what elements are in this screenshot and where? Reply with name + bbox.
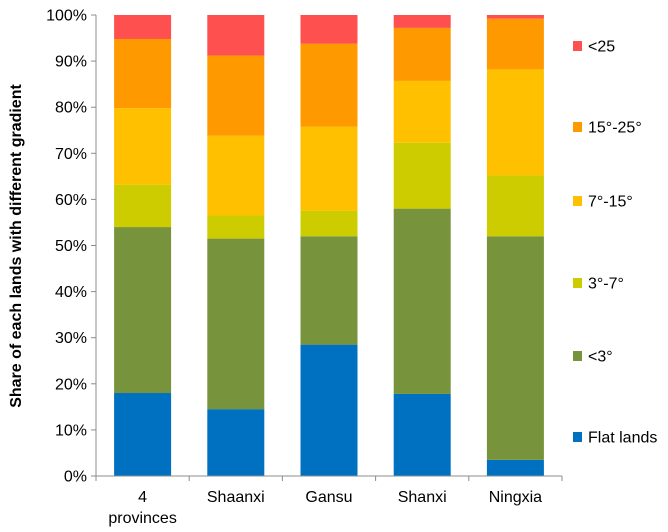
- bar-segment: [207, 15, 265, 56]
- bar-segment: [486, 15, 544, 19]
- legend-swatch: [573, 432, 582, 442]
- bar-segment: [114, 15, 172, 39]
- bar-segment: [486, 18, 544, 70]
- legend: Flat lands <3° 3°-7° 7°-15° 15°-25° <25: [573, 39, 657, 447]
- y-tick-labels: 0% 10% 20% 30% 40% 50% 60% 70% 80% 90% 100%: [46, 8, 87, 486]
- y-tick-label: 80%: [55, 100, 87, 117]
- legend-swatch: [573, 278, 582, 288]
- x-category-label-line: provinces: [108, 510, 176, 527]
- bar-segment: [393, 208, 451, 394]
- y-tick-label: 40%: [55, 284, 87, 301]
- bar-segment: [393, 15, 451, 28]
- y-tick-label: 70%: [55, 146, 87, 163]
- x-category-label: Shanxi: [398, 489, 447, 506]
- x-category-label: 4 provinces: [108, 489, 176, 527]
- y-tick-label: 50%: [55, 238, 87, 255]
- legend-label: 15°-25°: [588, 120, 642, 137]
- x-category-labels: 4 provinces Shaanxi Gansu Shanxi Ningxia: [108, 489, 542, 527]
- legend-label: <3°: [588, 349, 613, 366]
- y-tick-label: 0%: [64, 469, 87, 486]
- axes-layer: [91, 14, 563, 481]
- legend-swatch: [573, 41, 582, 51]
- x-category-label: Shaanxi: [207, 489, 265, 506]
- legend-swatch: [573, 196, 582, 206]
- bar-segment: [486, 236, 544, 460]
- bar-segment: [486, 69, 544, 176]
- legend-label: 3°-7°: [588, 276, 624, 293]
- y-tick-label: 60%: [55, 192, 87, 209]
- bar-segment: [393, 393, 451, 476]
- bar-segment: [207, 215, 265, 239]
- y-tick-label: 20%: [55, 376, 87, 393]
- bar-segment: [300, 210, 358, 237]
- x-category-label-line: Shaanxi: [207, 489, 265, 506]
- x-category-label-line: Gansu: [305, 489, 352, 506]
- bar-segment: [393, 80, 451, 143]
- bar-segment: [207, 238, 265, 410]
- x-category-label: Gansu: [305, 489, 352, 506]
- bar-segment: [300, 126, 358, 211]
- legend-label: 7°-15°: [588, 194, 633, 211]
- bar-segment: [114, 393, 172, 476]
- bar-segment: [393, 27, 451, 81]
- x-category-label-line: Shanxi: [398, 489, 447, 506]
- bar-segment: [114, 227, 172, 394]
- legend-swatch: [573, 122, 582, 132]
- bars-layer: [114, 15, 544, 476]
- bar-segment: [300, 344, 358, 476]
- bar-segment: [114, 38, 172, 109]
- bar-segment: [393, 142, 451, 209]
- y-tick-label: 30%: [55, 330, 87, 347]
- legend-swatch: [573, 351, 582, 361]
- bar-segment: [114, 184, 172, 228]
- bar-segment: [486, 175, 544, 237]
- bar-segment: [114, 108, 172, 185]
- x-category-label-line: Ningxia: [489, 489, 542, 506]
- x-category-label: Ningxia: [489, 489, 542, 506]
- y-tick-label: 100%: [46, 8, 87, 25]
- y-axis-label: Share of each lands with different gradi…: [8, 84, 25, 408]
- bar-segment: [300, 43, 358, 127]
- bar-segment: [300, 236, 358, 345]
- legend-label: Flat lands: [588, 430, 657, 447]
- legend-label: <25: [588, 39, 615, 56]
- y-tick-label: 90%: [55, 54, 87, 71]
- bar-segment: [486, 459, 544, 476]
- bar-segment: [207, 55, 265, 136]
- y-tick-label: 10%: [55, 422, 87, 439]
- bar-segment: [207, 135, 265, 216]
- bar-segment: [207, 409, 265, 476]
- x-category-label-line: 4: [138, 489, 147, 506]
- bar-segment: [300, 15, 358, 44]
